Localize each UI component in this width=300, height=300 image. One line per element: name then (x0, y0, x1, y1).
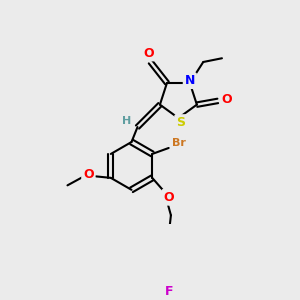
Text: O: O (83, 168, 94, 182)
Text: H: H (122, 116, 132, 126)
Text: O: O (221, 93, 232, 106)
Text: N: N (184, 74, 195, 87)
Text: S: S (176, 116, 185, 129)
Text: F: F (165, 285, 174, 298)
Text: Br: Br (172, 139, 186, 148)
Text: O: O (164, 191, 174, 204)
Text: O: O (143, 46, 154, 59)
